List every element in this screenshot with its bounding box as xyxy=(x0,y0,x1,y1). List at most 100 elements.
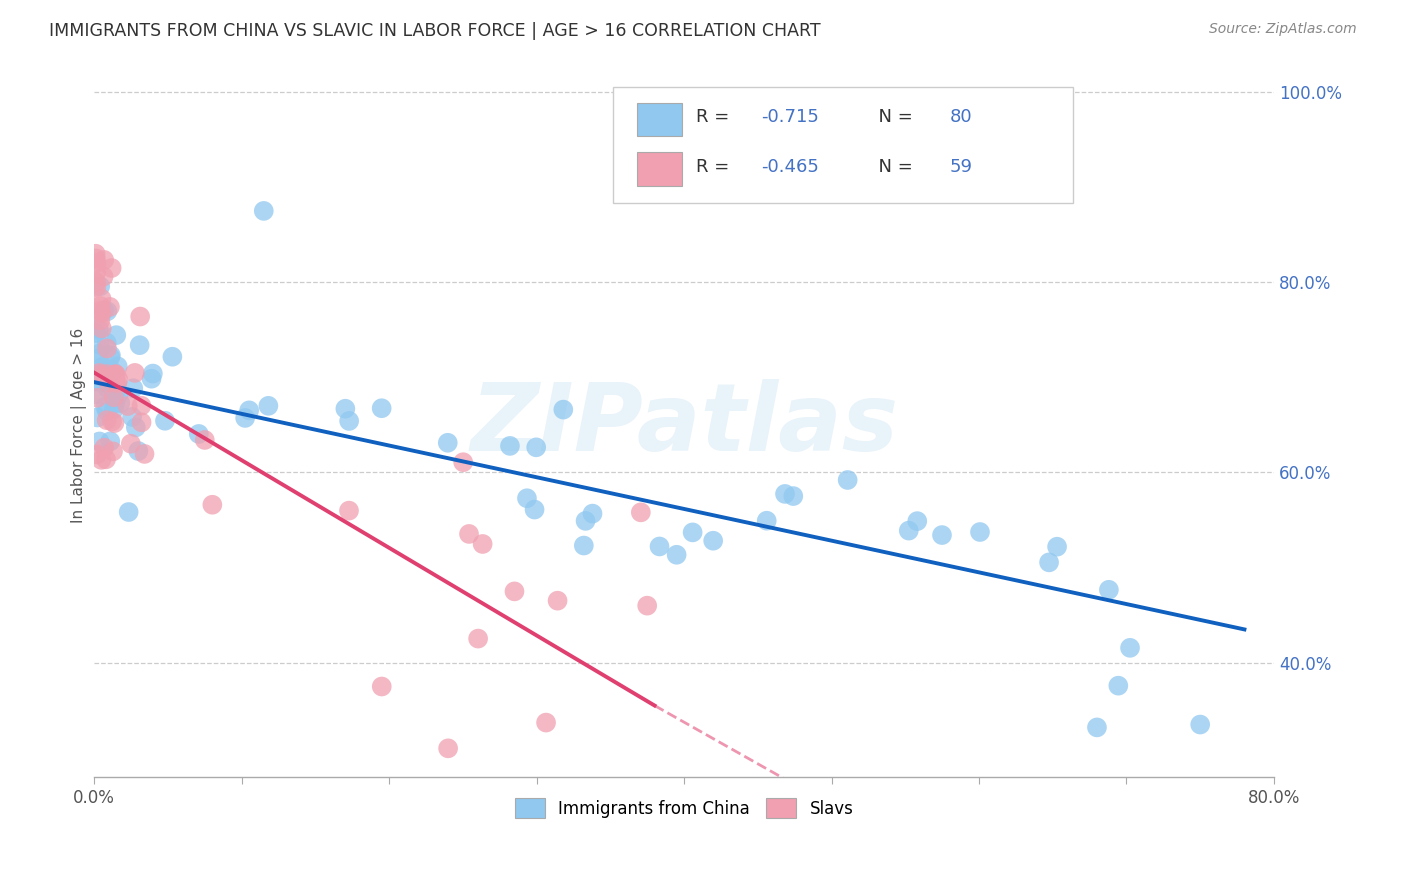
Text: Source: ZipAtlas.com: Source: ZipAtlas.com xyxy=(1209,22,1357,37)
Point xyxy=(98,351,121,365)
Point xyxy=(97,368,120,382)
Point xyxy=(503,584,526,599)
Point xyxy=(90,292,112,306)
Point xyxy=(89,434,111,449)
Text: N =: N = xyxy=(868,108,918,127)
Point xyxy=(534,715,557,730)
Point xyxy=(107,359,129,374)
Point xyxy=(93,303,115,318)
Point xyxy=(516,491,538,506)
Point xyxy=(257,399,280,413)
Point xyxy=(103,368,125,383)
Point xyxy=(101,414,124,428)
Point xyxy=(122,381,145,395)
FancyBboxPatch shape xyxy=(637,152,682,186)
Point xyxy=(702,533,724,548)
Point xyxy=(101,364,124,378)
Point xyxy=(233,411,256,425)
Point xyxy=(93,441,115,455)
Point xyxy=(125,420,148,434)
Point xyxy=(337,503,360,517)
Point xyxy=(1189,717,1212,731)
Text: -0.715: -0.715 xyxy=(761,108,818,127)
Point xyxy=(96,335,118,350)
Point xyxy=(89,366,111,380)
Point xyxy=(103,390,125,404)
Point xyxy=(98,434,121,449)
Point xyxy=(524,440,547,454)
Y-axis label: In Labor Force | Age > 16: In Labor Force | Age > 16 xyxy=(72,327,87,523)
Point xyxy=(1046,540,1069,554)
Point xyxy=(84,368,107,383)
Point xyxy=(1098,582,1121,597)
Point xyxy=(107,388,129,402)
Point xyxy=(89,279,111,293)
Point xyxy=(118,505,141,519)
Point xyxy=(253,203,276,218)
Point xyxy=(84,252,107,266)
FancyBboxPatch shape xyxy=(637,103,682,136)
Point xyxy=(682,525,704,540)
Point xyxy=(153,414,176,428)
Point xyxy=(103,416,125,430)
Point xyxy=(96,381,118,395)
Point xyxy=(107,376,129,390)
Point xyxy=(187,426,209,441)
Point xyxy=(94,452,117,467)
Point xyxy=(117,399,139,413)
Point xyxy=(782,489,804,503)
Point xyxy=(574,514,596,528)
Point xyxy=(96,367,118,381)
Point xyxy=(969,524,991,539)
Point xyxy=(94,376,117,390)
Point xyxy=(86,375,108,389)
Point xyxy=(89,303,111,318)
Point xyxy=(96,342,118,356)
Point xyxy=(101,444,124,458)
FancyBboxPatch shape xyxy=(613,87,1073,203)
Point xyxy=(436,435,458,450)
Point xyxy=(89,368,111,382)
Point xyxy=(93,364,115,378)
Point xyxy=(499,439,522,453)
Point xyxy=(142,367,165,381)
Point xyxy=(467,632,489,646)
Point xyxy=(87,351,110,366)
Point xyxy=(94,400,117,414)
Point xyxy=(84,266,107,280)
Point xyxy=(201,498,224,512)
Point xyxy=(648,540,671,554)
Point xyxy=(1085,720,1108,734)
Point xyxy=(773,487,796,501)
Point xyxy=(89,299,111,313)
Point xyxy=(931,528,953,542)
Text: IMMIGRANTS FROM CHINA VS SLAVIC IN LABOR FORCE | AGE > 16 CORRELATION CHART: IMMIGRANTS FROM CHINA VS SLAVIC IN LABOR… xyxy=(49,22,821,40)
Point xyxy=(581,507,603,521)
Point xyxy=(897,524,920,538)
Point xyxy=(93,252,115,267)
Point xyxy=(755,514,778,528)
Point xyxy=(162,350,184,364)
Point xyxy=(87,322,110,336)
Point xyxy=(84,275,107,289)
Point xyxy=(120,436,142,450)
Point xyxy=(127,444,149,458)
Point xyxy=(89,375,111,389)
Text: R =: R = xyxy=(696,108,735,127)
Point xyxy=(128,338,150,352)
Text: R =: R = xyxy=(696,158,735,176)
Text: 59: 59 xyxy=(949,158,973,176)
Point xyxy=(337,414,360,428)
Point xyxy=(636,599,658,613)
Legend: Immigrants from China, Slavs: Immigrants from China, Slavs xyxy=(508,791,860,825)
Point xyxy=(86,256,108,270)
Point xyxy=(100,348,122,362)
Point xyxy=(134,447,156,461)
Point xyxy=(665,548,688,562)
Point xyxy=(837,473,859,487)
Point xyxy=(87,321,110,335)
Point xyxy=(86,391,108,405)
Point xyxy=(104,385,127,400)
Point xyxy=(458,527,481,541)
Point xyxy=(107,372,129,386)
